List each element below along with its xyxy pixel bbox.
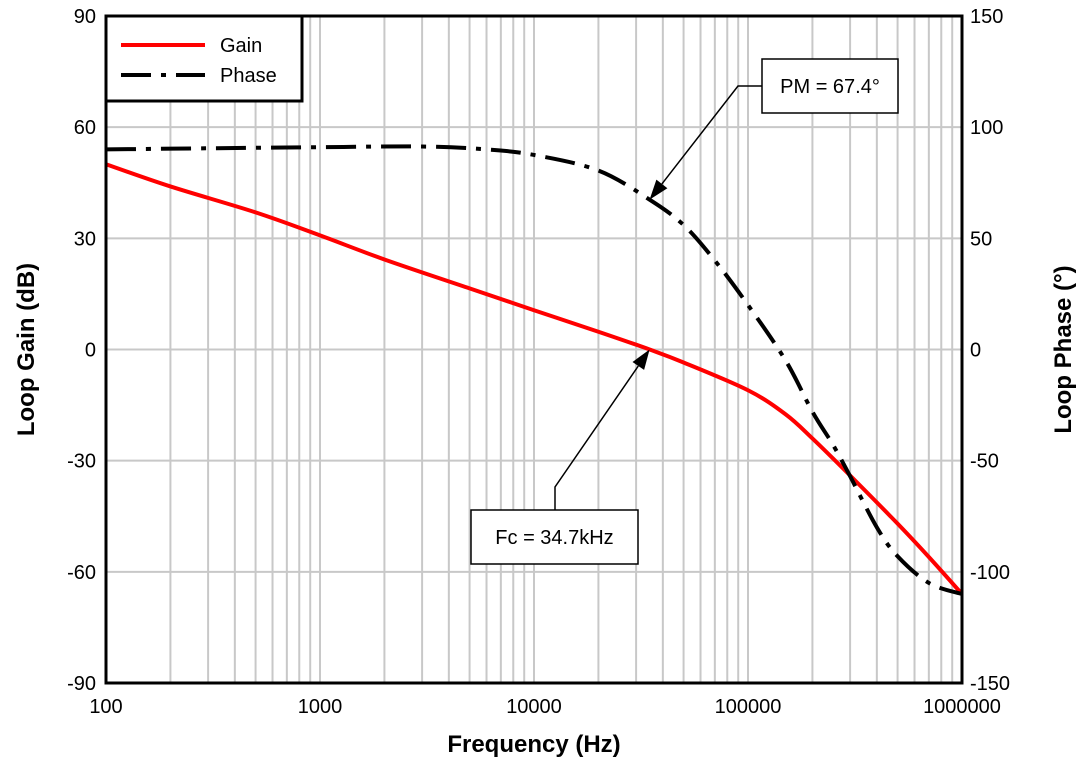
grid-lines — [106, 16, 962, 683]
arrow-head — [632, 349, 650, 370]
x-tick-label: 10000 — [506, 696, 562, 718]
left-y-tick-label: -90 — [67, 673, 96, 695]
pm-label: PM = 67.4° — [780, 76, 880, 98]
x-axis-title: Frequency (Hz) — [447, 731, 620, 758]
x-tick-label: 100 — [89, 696, 122, 718]
left-y-tick-label: -60 — [67, 562, 96, 584]
right-y-tick-label: 100 — [970, 117, 1003, 139]
x-tick-label: 100000 — [715, 696, 782, 718]
left-y-tick-label: 0 — [85, 340, 96, 362]
legend-label-phase: Phase — [220, 65, 277, 87]
right-y-tick-label: 0 — [970, 340, 981, 362]
right-y-tick-label: -150 — [970, 673, 1010, 695]
data-series — [105, 144, 964, 596]
right-y-axis-title: Loop Phase (°) — [1050, 265, 1077, 433]
annotations: PM = 67.4° Fc = 34.7kHz — [470, 58, 899, 565]
x-tick-label: 1000000 — [923, 696, 1001, 718]
pm-label-box — [761, 58, 899, 114]
fc-label: Fc = 34.7kHz — [495, 527, 613, 549]
right-y-tick-label: 50 — [970, 228, 992, 250]
fc-leader-line — [554, 365, 639, 510]
left-y-tick-label: -30 — [67, 451, 96, 473]
legend: Gain Phase — [104, 14, 304, 103]
right-y-tick-label: -50 — [970, 451, 999, 473]
legend-box — [104, 14, 304, 103]
x-tick-label: 1000 — [298, 696, 343, 718]
right-y-tick-label: -100 — [970, 562, 1010, 584]
fc-label-box — [470, 509, 639, 565]
left-y-tick-label: 60 — [74, 117, 96, 139]
legend-label-gain: Gain — [220, 35, 262, 57]
plot-border — [104, 14, 964, 685]
right-y-tick-label: 150 — [970, 6, 1003, 28]
left-y-tick-label: 30 — [74, 228, 96, 250]
gain-curve — [105, 162, 964, 596]
left-y-tick-label: 90 — [74, 6, 96, 28]
left-y-axis-title: Loop Gain (dB) — [13, 263, 40, 436]
arrow-head — [649, 179, 668, 200]
pm-leader-line — [661, 85, 762, 185]
phase-curve — [105, 144, 963, 596]
tick-labels: 100 1000 10000 100000 10000009060300-30-60-9… — [67, 6, 1010, 718]
